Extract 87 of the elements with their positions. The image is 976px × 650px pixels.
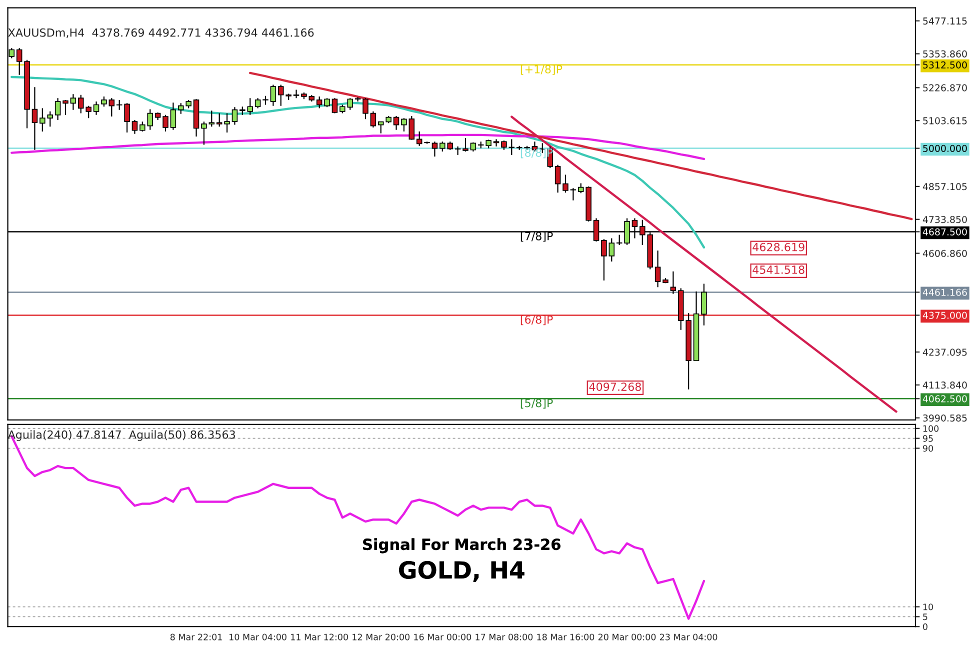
annotation: 4541.518 — [752, 266, 804, 274]
candlestick — [493, 138, 500, 147]
y-tick-label: 5226.870 — [923, 84, 967, 92]
candlestick — [332, 98, 338, 114]
y-tick-label: 5000.000 — [923, 144, 967, 152]
y-tick-label: 4606.860 — [922, 250, 967, 258]
ref-line-label: [6/8]P — [520, 315, 553, 326]
x-tick-label: 20 Mar 00:00 — [598, 634, 656, 640]
y-tick-label: 90 — [922, 445, 933, 452]
y-tick-label: 4687.500 — [922, 228, 967, 236]
ref-line-label: [5/8]P — [520, 398, 553, 409]
candlestick — [393, 115, 400, 130]
candlestick — [224, 112, 230, 134]
x-tick-label: 8 Mar 22:01 — [170, 634, 222, 640]
ref-line-label: [7/8]P — [520, 232, 553, 242]
x-tick-label: 17 Mar 08:00 — [476, 634, 533, 640]
y-tick-label: 10 — [923, 604, 933, 610]
y-tick-label: 5312.500 — [923, 61, 967, 69]
candlestick — [316, 96, 322, 109]
annotation: Signal For March 23-26 — [363, 538, 560, 554]
candlestick — [608, 238, 615, 262]
candlestick — [701, 283, 707, 326]
candlestick — [432, 141, 438, 158]
candlestick — [470, 142, 476, 152]
x-tick-label: 16 Mar 00:00 — [414, 634, 472, 640]
candlestick — [170, 102, 176, 130]
line-series — [510, 116, 898, 413]
line-series — [10, 76, 706, 248]
annotation: 4628.619 — [752, 242, 804, 252]
candlestick — [370, 110, 376, 128]
candlestick — [408, 115, 415, 140]
candlestick — [101, 96, 107, 108]
candlestick — [508, 138, 515, 156]
candlestick — [254, 98, 261, 109]
candlestick — [124, 102, 130, 134]
y-tick-label: 5353.860 — [923, 50, 967, 58]
y-tick-label: 4062.500 — [922, 395, 967, 402]
candlestick — [562, 174, 568, 194]
candlestick — [554, 164, 561, 194]
candlestick — [232, 106, 238, 126]
candlestick — [454, 146, 461, 156]
candlestick — [208, 110, 215, 128]
y-tick-label: 4375.000 — [922, 312, 967, 319]
y-tick-label: 4733.850 — [922, 216, 967, 224]
candlestick — [670, 270, 676, 294]
y-tick-label: 4113.840 — [922, 382, 967, 389]
candlestick — [162, 114, 168, 132]
candlestick — [401, 118, 407, 132]
candlestick — [108, 98, 115, 118]
y-tick-label: 3990.585 — [923, 414, 967, 422]
y-tick-label: 95 — [922, 435, 933, 442]
y-tick-label: 100 — [923, 425, 939, 432]
candlestick — [293, 89, 300, 99]
y-tick-label: 0 — [923, 623, 928, 630]
y-tick-label: 5103.615 — [923, 117, 967, 124]
y-tick-label: 4857.105 — [922, 183, 967, 190]
candlestick — [93, 100, 100, 116]
y-tick-label: 5 — [923, 614, 928, 620]
candlestick — [601, 238, 607, 282]
x-tick-label: 10 Mar 04:00 — [230, 634, 286, 640]
y-tick-label: 4461.166 — [922, 288, 967, 296]
x-tick-label: 18 Mar 16:00 — [537, 634, 594, 640]
candlestick — [462, 138, 468, 152]
y-tick-label: 4237.095 — [922, 348, 967, 356]
candlestick — [216, 112, 222, 128]
candlestick — [570, 188, 576, 201]
y-tick-label: 5477.115 — [923, 18, 967, 25]
candlestick — [501, 140, 507, 150]
annotation: GOLD, H4 — [399, 561, 524, 582]
candlestick — [654, 250, 661, 288]
candlestick — [132, 119, 138, 134]
candlestick — [116, 99, 122, 110]
candlestick — [270, 84, 276, 106]
candlestick — [62, 99, 68, 116]
candlestick — [416, 130, 422, 146]
candlestick — [32, 86, 38, 150]
x-tick-label: 12 Mar 20:00 — [352, 634, 410, 640]
x-tick-label: 11 Mar 12:00 — [291, 634, 348, 640]
candlestick — [201, 121, 207, 146]
annotation: 4097.268 — [589, 382, 641, 391]
x-tick-label: 23 Mar 04:00 — [660, 634, 718, 640]
candlestick — [70, 94, 76, 110]
candlestick — [616, 234, 622, 246]
candlestick — [362, 98, 368, 120]
candlestick — [54, 98, 61, 121]
candlestick — [16, 48, 22, 76]
candlestick — [324, 98, 330, 108]
